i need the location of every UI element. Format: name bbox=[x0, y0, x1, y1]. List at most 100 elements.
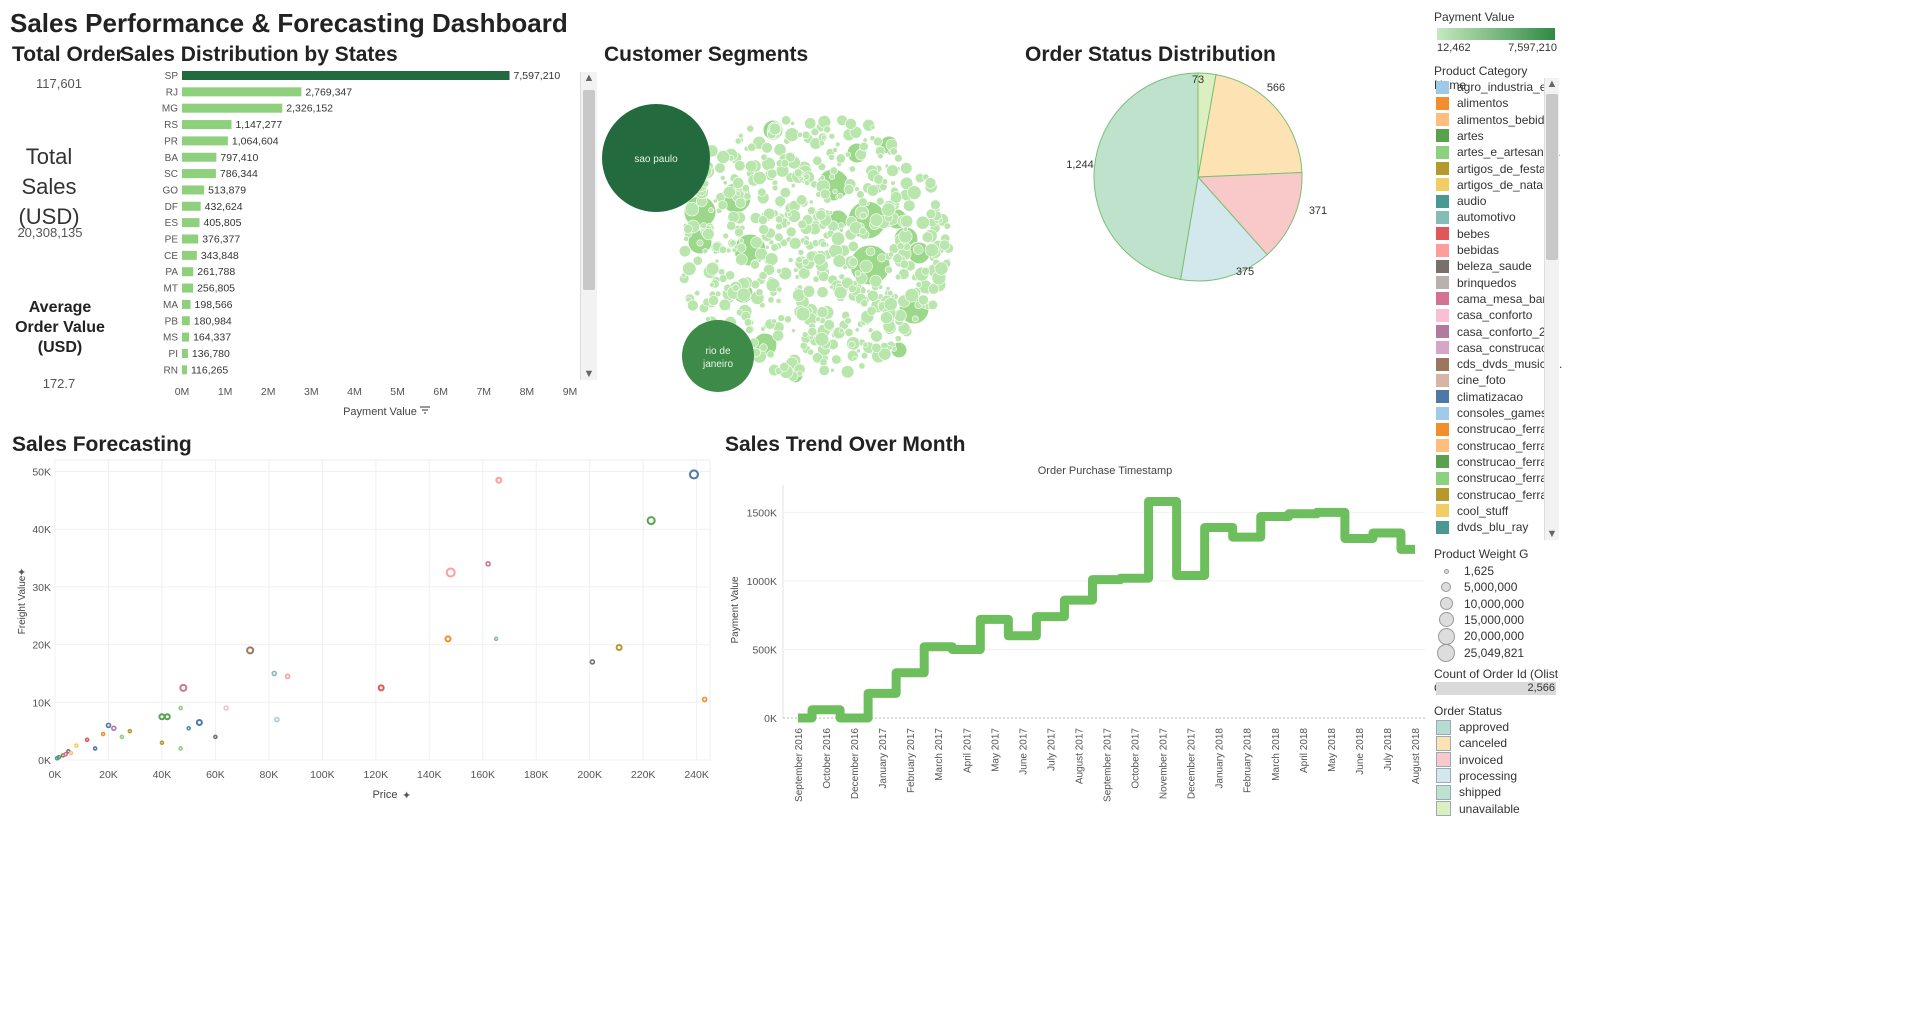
segment-bubble[interactable] bbox=[854, 270, 862, 277]
category-legend-item[interactable]: cool_stuff bbox=[1436, 502, 1508, 520]
segment-bubble[interactable] bbox=[799, 341, 808, 350]
scatter-point[interactable] bbox=[445, 567, 456, 578]
scroll-up-icon[interactable]: ▲ bbox=[583, 72, 595, 84]
segment-bubble[interactable] bbox=[750, 279, 761, 289]
segment-bubble[interactable] bbox=[692, 255, 703, 266]
status-legend-item[interactable]: invoiced bbox=[1436, 751, 1503, 769]
segment-bubble[interactable] bbox=[823, 125, 831, 134]
segment-bubble[interactable] bbox=[789, 237, 802, 250]
segment-bubble[interactable] bbox=[683, 235, 690, 242]
segment-bubble[interactable] bbox=[761, 142, 773, 154]
segment-bubble[interactable] bbox=[856, 348, 861, 354]
segment-bubble[interactable] bbox=[807, 348, 815, 356]
segment-bubble[interactable] bbox=[848, 257, 859, 267]
scatter-point[interactable] bbox=[127, 728, 133, 734]
segment-bubble[interactable] bbox=[818, 140, 825, 147]
scatter-point[interactable] bbox=[63, 751, 68, 757]
segment-bubble[interactable] bbox=[722, 180, 728, 186]
segment-bubble[interactable] bbox=[859, 259, 873, 273]
segment-bubble[interactable] bbox=[869, 213, 884, 227]
segment-bubble[interactable] bbox=[859, 141, 869, 152]
segment-bubble[interactable] bbox=[866, 305, 877, 316]
segment-bubble[interactable] bbox=[797, 219, 807, 230]
segment-bubble[interactable] bbox=[818, 271, 830, 282]
segment-bubble[interactable] bbox=[726, 220, 737, 231]
segment-bubble[interactable] bbox=[687, 299, 699, 312]
segment-bubble[interactable] bbox=[708, 295, 719, 306]
segment-bubble[interactable] bbox=[880, 311, 893, 325]
segment-bubble[interactable] bbox=[793, 168, 803, 178]
weight-legend-item[interactable]: 15,000,000 bbox=[1436, 611, 1524, 629]
segment-bubble[interactable] bbox=[911, 315, 919, 323]
segment-bubble[interactable] bbox=[925, 208, 937, 220]
segment-bubble[interactable] bbox=[793, 267, 799, 273]
segment-bubble[interactable] bbox=[727, 211, 740, 224]
segment-bubble[interactable] bbox=[839, 227, 844, 233]
segment-bubble[interactable] bbox=[819, 358, 828, 367]
segment-bubble[interactable] bbox=[784, 151, 796, 163]
state-bar[interactable] bbox=[182, 332, 190, 342]
segment-bubble[interactable] bbox=[804, 117, 817, 130]
segment-bubble[interactable] bbox=[862, 341, 869, 348]
segment-bubble[interactable] bbox=[917, 294, 929, 306]
segment-bubble[interactable] bbox=[801, 258, 810, 266]
segment-bubble[interactable] bbox=[844, 117, 857, 130]
segment-bubble[interactable] bbox=[835, 153, 846, 164]
segment-bubble[interactable] bbox=[779, 361, 790, 372]
scroll-down-icon[interactable]: ▼ bbox=[583, 368, 595, 380]
segment-bubble[interactable] bbox=[829, 166, 839, 175]
segment-bubble[interactable] bbox=[848, 165, 856, 173]
scatter-point[interactable] bbox=[178, 746, 183, 751]
state-bar[interactable] bbox=[182, 299, 191, 309]
segment-bubble[interactable] bbox=[808, 199, 814, 205]
category-legend-item[interactable]: cds_dvds_musica... bbox=[1436, 355, 1562, 373]
state-bar[interactable] bbox=[182, 87, 302, 97]
segment-bubble[interactable] bbox=[781, 115, 792, 126]
segment-bubble[interactable] bbox=[774, 232, 784, 242]
segment-bubble[interactable] bbox=[815, 316, 821, 323]
scatter-point[interactable] bbox=[92, 746, 98, 751]
scatter-point[interactable] bbox=[688, 469, 699, 480]
segment-bubble[interactable] bbox=[832, 326, 846, 340]
segment-bubble[interactable] bbox=[828, 210, 834, 215]
weight-legend-item[interactable]: 1,625 bbox=[1436, 562, 1494, 580]
segment-bubble[interactable] bbox=[869, 274, 883, 288]
segment-bubble[interactable] bbox=[858, 197, 868, 207]
states-scrollbar[interactable]: ▲ ▼ bbox=[580, 72, 597, 380]
segment-bubble[interactable] bbox=[803, 173, 810, 180]
segment-bubble[interactable] bbox=[883, 297, 898, 312]
category-legend-item[interactable]: construcao_ferra... bbox=[1436, 453, 1557, 471]
weight-legend-item[interactable]: 10,000,000 bbox=[1436, 595, 1524, 613]
segment-bubble[interactable] bbox=[708, 207, 714, 214]
segment-bubble[interactable] bbox=[934, 261, 949, 276]
segment-bubble[interactable] bbox=[684, 201, 700, 217]
segment-bubble[interactable] bbox=[866, 289, 879, 302]
segment-bubble[interactable] bbox=[797, 249, 805, 256]
pie-slice[interactable] bbox=[1179, 175, 1268, 282]
segment-bubble[interactable] bbox=[832, 147, 838, 153]
state-bar[interactable] bbox=[182, 365, 188, 375]
scatter-point[interactable] bbox=[615, 644, 623, 651]
segment-bubble[interactable] bbox=[892, 253, 903, 264]
segment-bubble[interactable] bbox=[831, 231, 846, 246]
segment-bubble[interactable] bbox=[828, 153, 835, 161]
segment-bubble[interactable] bbox=[860, 352, 869, 360]
state-bar[interactable] bbox=[182, 71, 510, 80]
segment-bubble[interactable] bbox=[696, 239, 704, 247]
segment-bubble[interactable] bbox=[899, 259, 909, 269]
segment-bubble[interactable] bbox=[779, 238, 789, 247]
segment-bubble[interactable] bbox=[718, 274, 728, 283]
segment-bubble[interactable] bbox=[682, 261, 697, 276]
segment-bubble[interactable] bbox=[939, 239, 951, 251]
state-bar[interactable] bbox=[182, 103, 283, 113]
segment-bubble[interactable] bbox=[871, 342, 882, 353]
segment-bubble[interactable] bbox=[903, 199, 916, 212]
category-scroll-thumb[interactable] bbox=[1546, 94, 1558, 260]
segment-bubble[interactable] bbox=[867, 327, 874, 333]
segment-bubble[interactable] bbox=[912, 244, 924, 255]
segment-bubble[interactable] bbox=[813, 252, 826, 266]
segment-bubble[interactable] bbox=[844, 317, 852, 325]
segment-bubble[interactable] bbox=[775, 222, 783, 231]
category-legend-item[interactable]: automotivo bbox=[1436, 208, 1516, 226]
state-bar[interactable] bbox=[182, 201, 201, 211]
